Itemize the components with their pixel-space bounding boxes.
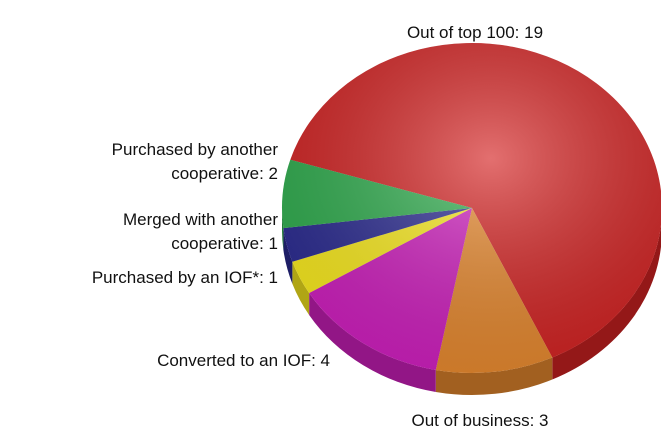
slice-label: Out of top 100: 19 xyxy=(407,23,543,42)
slice-side xyxy=(435,357,553,396)
slice-label: Out of business: 3 xyxy=(411,411,548,430)
slice-label: Purchased by another xyxy=(112,140,279,159)
slice-label: cooperative: 2 xyxy=(171,164,278,183)
slice-label: Converted to an IOF: 4 xyxy=(157,351,330,370)
pie xyxy=(282,43,661,396)
slice-label: Merged with another xyxy=(123,210,278,229)
slice-label: cooperative: 1 xyxy=(171,234,278,253)
labels: Out of top 100: 19 Out of business: 3 Conv… xyxy=(92,23,549,430)
slice-label: Purchased by an IOF*: 1 xyxy=(92,268,278,287)
